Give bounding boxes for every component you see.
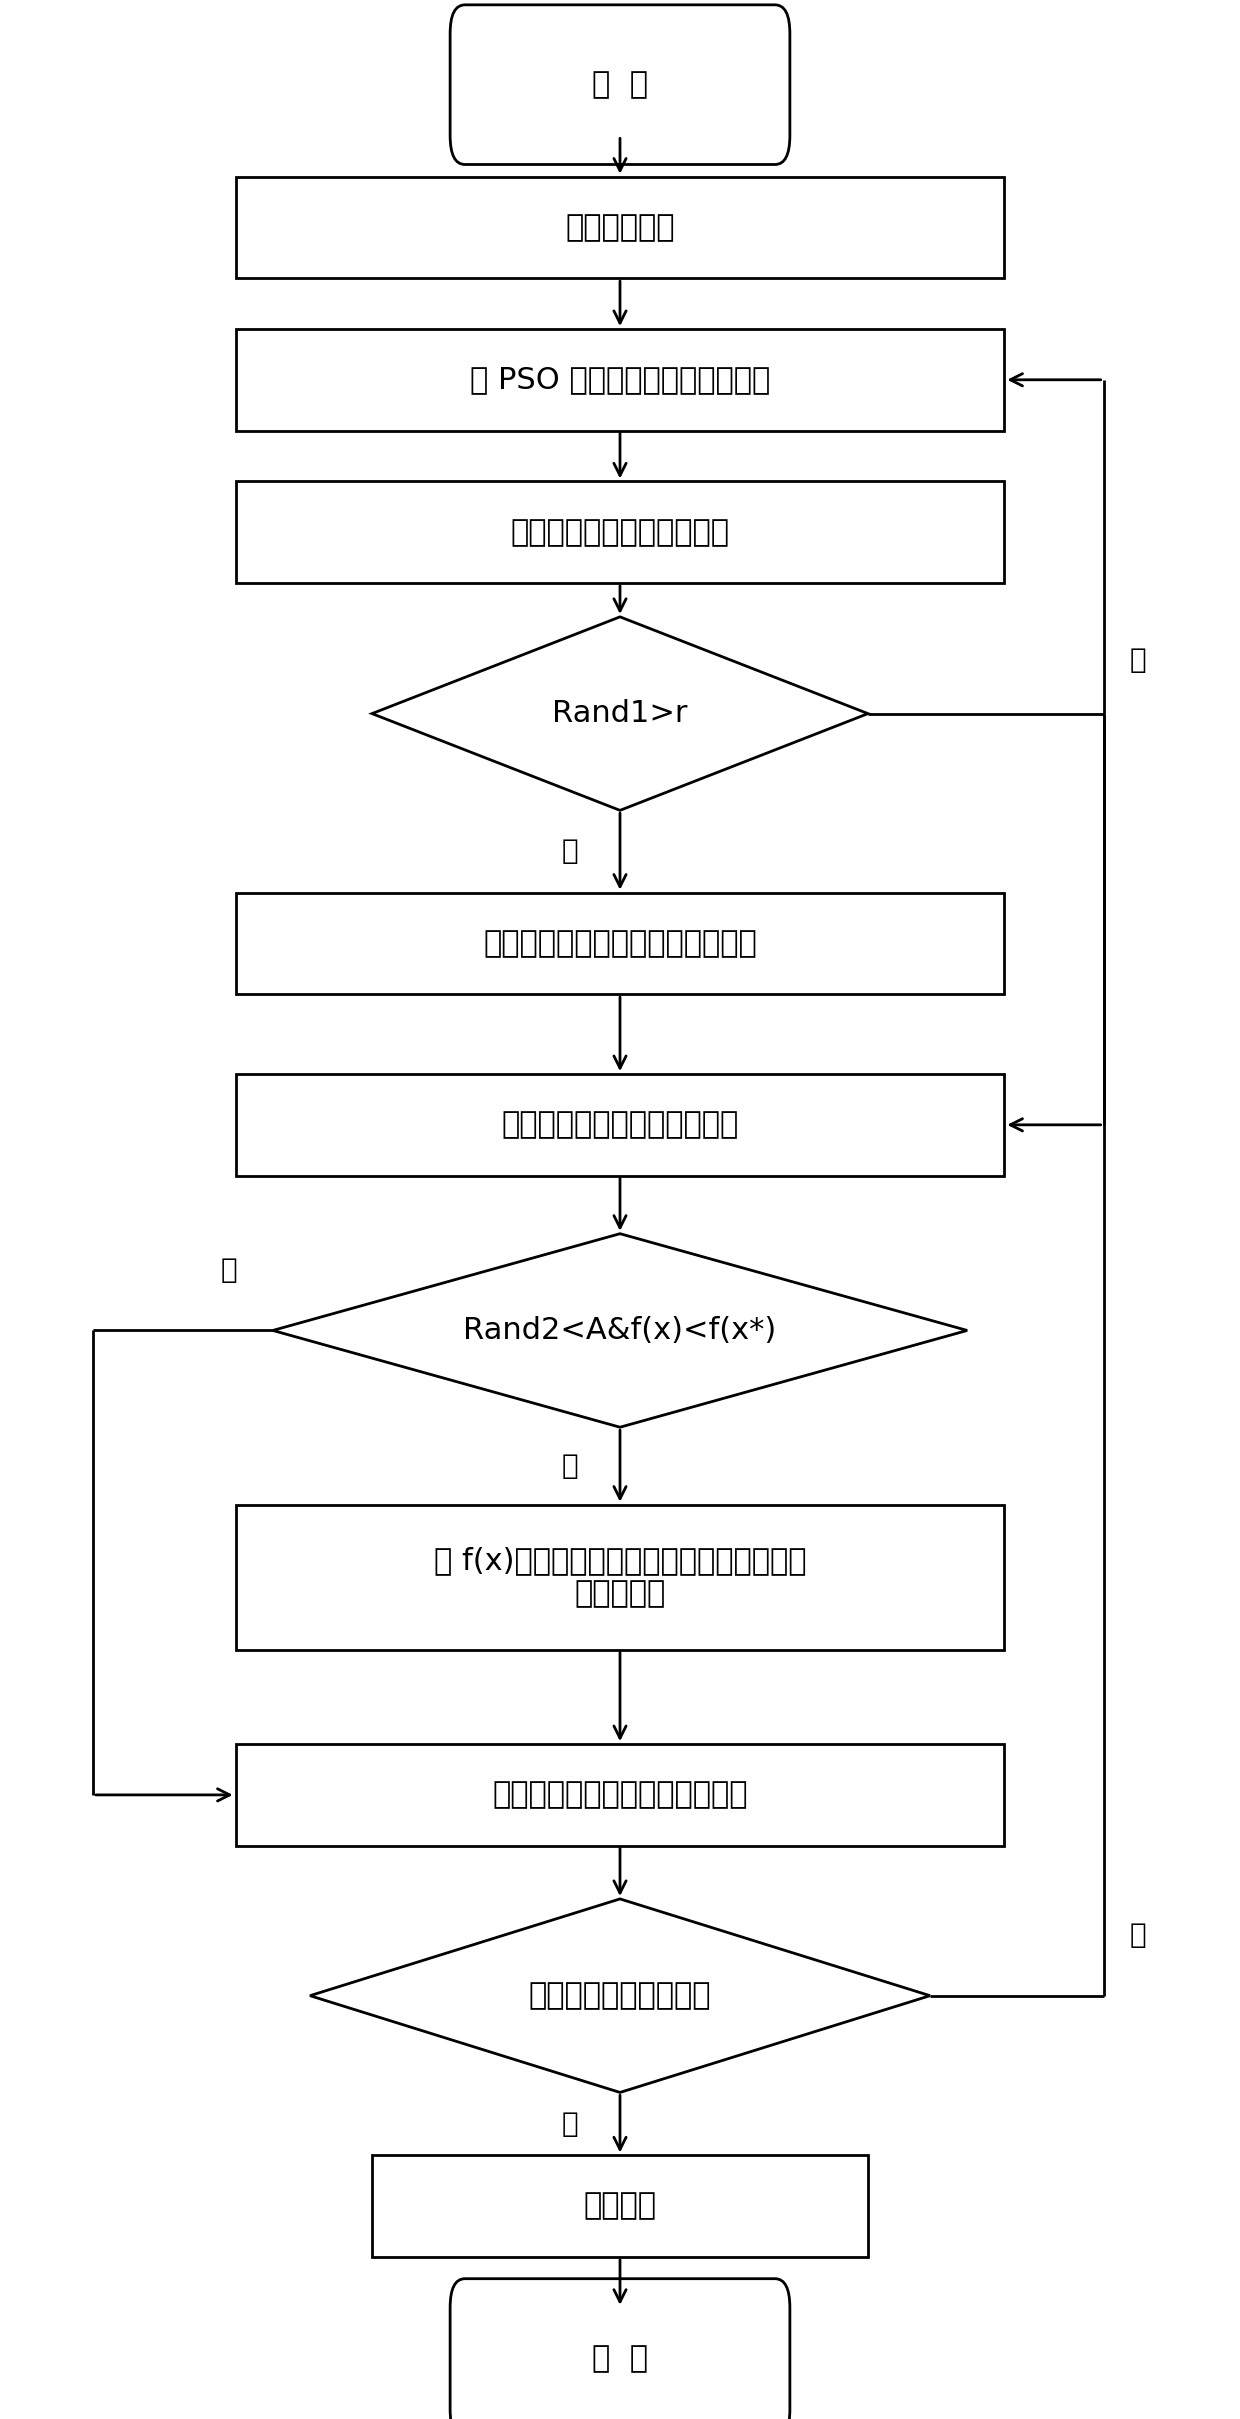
Text: 在当前最优个体附近重新扰动生成: 在当前最优个体附近重新扰动生成 <box>484 929 756 958</box>
Text: 更新每个蝙蝠的速度和位置: 更新每个蝙蝠的速度和位置 <box>511 518 729 547</box>
Text: 否: 否 <box>1130 646 1147 675</box>
Bar <box>236 329 1004 431</box>
Bar <box>236 1505 1004 1650</box>
Text: 否: 否 <box>1130 1921 1147 1950</box>
Polygon shape <box>372 617 868 810</box>
Polygon shape <box>273 1234 967 1427</box>
Text: 计算蝙蝠个体新位置的适应值: 计算蝙蝠个体新位置的适应值 <box>501 1110 739 1139</box>
Bar <box>236 177 1004 278</box>
Bar <box>372 2155 868 2257</box>
Text: Rand2<A&f(x)<f(x*): Rand2<A&f(x)<f(x*) <box>464 1316 776 1345</box>
Text: Rand1>r: Rand1>r <box>552 699 688 728</box>
Bar <box>236 481 1004 583</box>
Bar <box>236 893 1004 994</box>
Text: 是: 是 <box>562 2109 579 2138</box>
Text: 否: 否 <box>221 1255 238 1284</box>
Text: 把 f(x)记为当前最优解，降低强度，提高脉
冲发射频率: 把 f(x)记为当前最优解，降低强度，提高脉 冲发射频率 <box>434 1546 806 1609</box>
Text: 用 PSO 对初始种群进行随机搜索: 用 PSO 对初始种群进行随机搜索 <box>470 365 770 394</box>
Polygon shape <box>310 1899 930 2092</box>
Text: 开  始: 开 始 <box>591 70 649 99</box>
Text: 是否达到最大迭代次数: 是否达到最大迭代次数 <box>528 1981 712 2010</box>
Text: 生成初始种群: 生成初始种群 <box>565 213 675 242</box>
Text: 是: 是 <box>562 837 579 866</box>
Text: 是: 是 <box>562 1451 579 1480</box>
Text: 将适度值排序，更新当前最优解: 将适度值排序，更新当前最优解 <box>492 1780 748 1809</box>
FancyBboxPatch shape <box>450 5 790 164</box>
Text: 输出结果: 输出结果 <box>584 2192 656 2221</box>
Bar <box>236 1074 1004 1176</box>
FancyBboxPatch shape <box>450 2279 790 2419</box>
Bar <box>236 1744 1004 1846</box>
Text: 结  束: 结 束 <box>591 2344 649 2373</box>
